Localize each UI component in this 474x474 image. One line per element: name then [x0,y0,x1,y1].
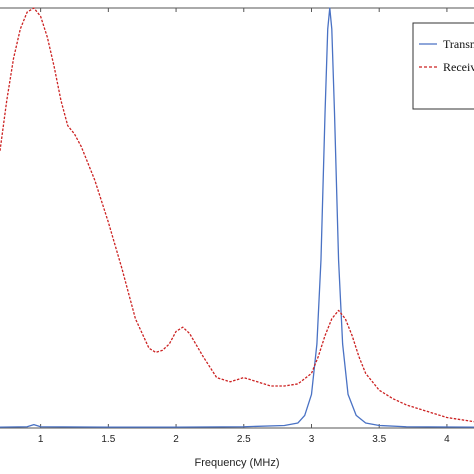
x-tick-label: 1 [38,434,44,445]
plot-frame [0,7,474,429]
legend-label-transmit: Transm [443,37,474,51]
legend: Transm Receiv [412,22,474,110]
x-axis-title: Frequency (MHz) [195,457,280,469]
x-tick-label: 4 [444,434,450,445]
x-tick-label: 2.5 [237,434,251,445]
x-tick-label: 2 [173,434,179,445]
x-tick-label: 3 [309,434,315,445]
x-tick-label: 3.5 [372,434,386,445]
legend-box [412,22,474,110]
series-line-receive [0,7,474,423]
legend-label-receive: Receiv [443,60,474,74]
x-tick-label: 1.5 [101,434,115,445]
series-layer [0,7,474,428]
x-axis-ticks: 1 1.5 2 2.5 3 3.5 4 [38,8,450,445]
series-line-transmit [0,7,474,428]
